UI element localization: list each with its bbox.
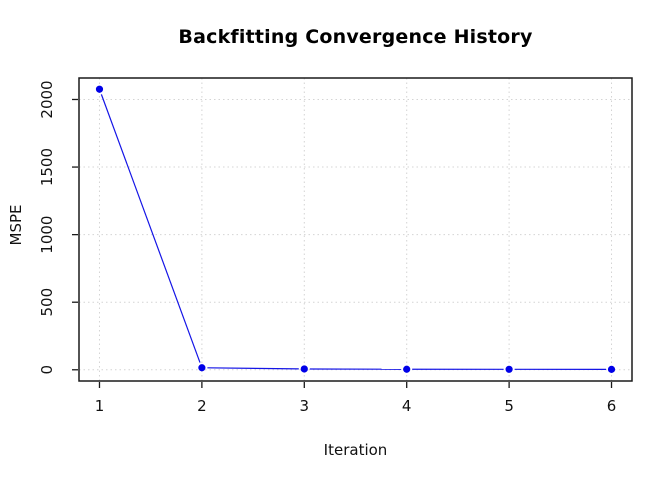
x-axis-label: Iteration <box>323 441 388 459</box>
y-tick-label: 1500 <box>38 148 56 186</box>
x-tick-label: 3 <box>300 397 310 415</box>
series-line-segment <box>207 367 299 370</box>
data-point <box>300 365 308 373</box>
data-point <box>403 365 411 373</box>
data-point <box>607 365 616 373</box>
y-tick-label: 2000 <box>38 80 56 118</box>
data-point <box>505 365 513 373</box>
y-tick-label: 500 <box>38 288 56 317</box>
plot-border <box>78 77 633 382</box>
x-tick-label: 1 <box>95 397 105 415</box>
y-axis-label: MSPE <box>7 204 25 246</box>
y-tick-label: 0 <box>38 365 56 375</box>
x-tick-label: 2 <box>197 397 207 415</box>
series-line-segment <box>100 94 201 363</box>
x-tick-label: 6 <box>607 397 617 415</box>
chart-title: Backfitting Convergence History <box>178 26 533 48</box>
data-point <box>95 85 104 93</box>
x-tick-label: 4 <box>402 397 412 415</box>
data-point <box>198 364 206 372</box>
y-tick-label: 1000 <box>38 216 56 254</box>
x-tick-label: 5 <box>504 397 514 415</box>
